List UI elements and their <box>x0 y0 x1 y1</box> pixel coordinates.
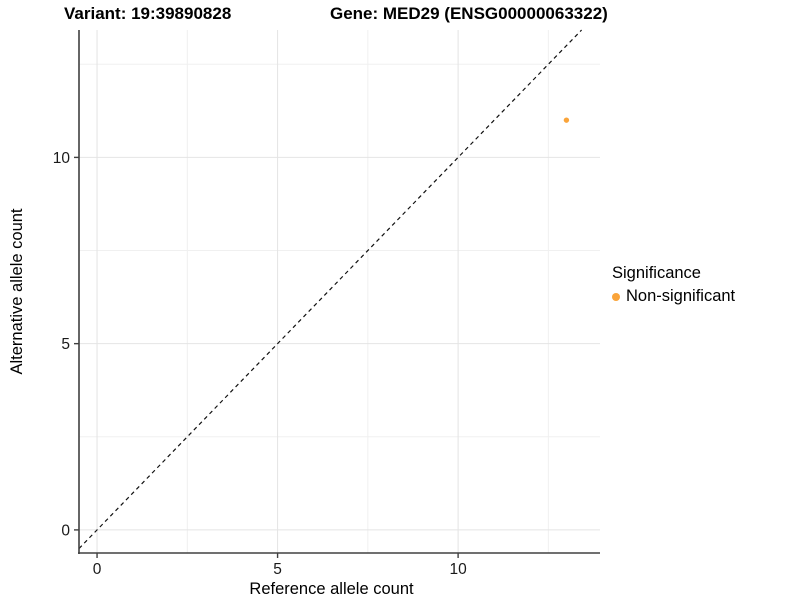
legend: Significance Non-significant <box>612 262 735 306</box>
x-axis-title: Reference allele count <box>249 580 414 598</box>
data-point <box>563 117 570 123</box>
x-tick-label: 10 <box>449 561 467 578</box>
y-tick-label: 0 <box>61 522 70 539</box>
y-tick-label: 10 <box>53 150 71 167</box>
legend-title: Significance <box>612 264 701 282</box>
legend-entry-label: Non-significant <box>626 287 736 305</box>
identity-line <box>78 29 583 549</box>
legend-point-icon <box>612 292 620 301</box>
plot-title-variant: Variant: 19:39890828 <box>64 4 232 23</box>
x-tick-label: 5 <box>273 561 282 578</box>
plot-title-gene: Gene: MED29 (ENSG00000063322) <box>330 4 608 23</box>
y-axis-title: Alternative allele count <box>8 208 26 374</box>
y-tick-label: 5 <box>61 336 70 353</box>
x-tick-label: 0 <box>93 561 102 578</box>
legend-entry: Non-significant <box>612 287 735 306</box>
